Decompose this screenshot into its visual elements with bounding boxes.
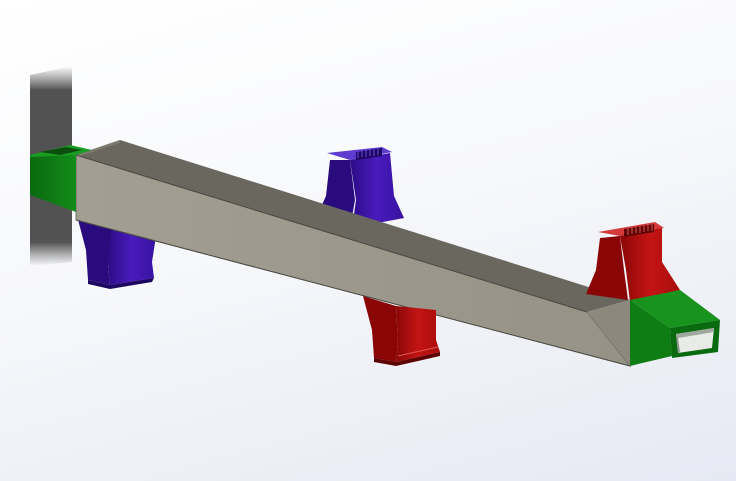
bracket-right-upper: [586, 222, 680, 302]
bracket-center-upper: [316, 147, 404, 228]
end-connector-left: [30, 145, 92, 212]
beam: [76, 140, 630, 312]
end-connector-right: [630, 290, 720, 366]
bracket-center-lower: [363, 296, 440, 366]
beam-end-face: [587, 300, 630, 366]
bracket-left-lower: [76, 212, 156, 289]
